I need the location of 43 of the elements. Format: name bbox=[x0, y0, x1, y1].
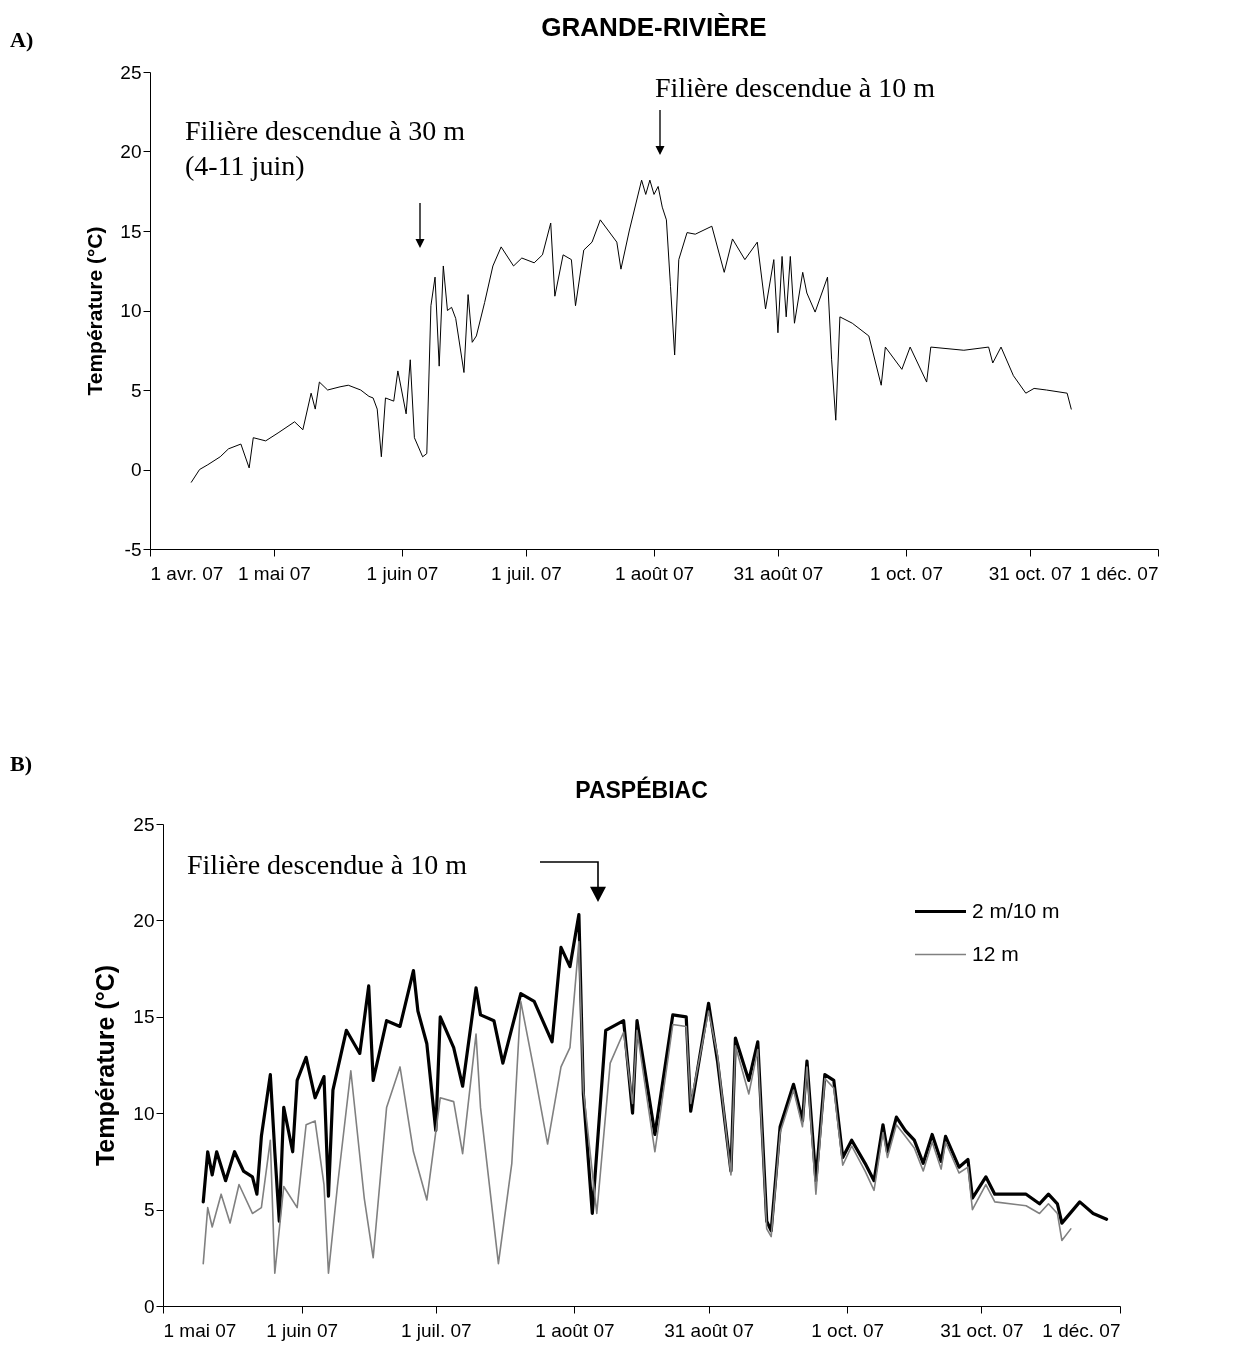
y-tick-label: 5 bbox=[143, 1199, 155, 1221]
x-tick-label: 1 oct. 07 bbox=[811, 1319, 885, 1341]
x-tick-label: 31 oct. 07 bbox=[988, 562, 1073, 584]
y-tick-label: -5 bbox=[124, 538, 142, 560]
x-tick-label: 31 août 07 bbox=[733, 562, 824, 584]
x-tick-label: 31 août 07 bbox=[664, 1319, 754, 1341]
x-tick-label: 1 août 07 bbox=[535, 1319, 615, 1341]
y-tick-label: 0 bbox=[130, 459, 142, 480]
y-tick-label: 25 bbox=[120, 61, 142, 83]
x-tick-label: 1 oct. 07 bbox=[870, 562, 943, 584]
chart-title: PASPÉBIAC bbox=[575, 776, 708, 803]
y-tick-label: 10 bbox=[120, 300, 142, 321]
x-tick-label: 1 juil. 07 bbox=[400, 1319, 472, 1341]
annotation: Filière descendue à 10 m bbox=[655, 72, 936, 103]
x-tick-label: 1 mai 07 bbox=[163, 1319, 237, 1341]
y-tick-label: 25 bbox=[133, 813, 155, 835]
text: A) bbox=[10, 27, 34, 52]
y-tick-label: 20 bbox=[133, 909, 155, 931]
annotation: Filière descendue à 30 m (4-11 juin) bbox=[185, 115, 466, 181]
legend-label: 2 m/10 m bbox=[972, 898, 1060, 922]
y-tick-label: 10 bbox=[133, 1102, 155, 1124]
y-tick-label: 15 bbox=[120, 220, 142, 242]
x-tick-label: 1 juin 07 bbox=[366, 562, 439, 584]
y-tick-label: 15 bbox=[133, 1006, 155, 1028]
annotation: Filière descendue à 10 m bbox=[187, 849, 468, 880]
text: B) bbox=[10, 751, 32, 776]
y-tick-label: 5 bbox=[130, 379, 142, 401]
legend-label: 12 m bbox=[972, 941, 1019, 965]
y-axis-title: Température (°C) bbox=[83, 226, 107, 396]
y-tick-label: 0 bbox=[143, 1295, 155, 1317]
x-tick-label: 1 juin 07 bbox=[266, 1319, 339, 1341]
x-tick-label: 1 déc. 07 bbox=[1080, 562, 1159, 584]
x-tick-label: 1 mai 07 bbox=[238, 562, 311, 584]
x-tick-label: 31 oct. 07 bbox=[940, 1319, 1024, 1341]
y-axis-title: Température (°C) bbox=[91, 964, 120, 1167]
line-series bbox=[202, 940, 1072, 1275]
x-tick-label: 1 déc. 07 bbox=[1042, 1319, 1121, 1341]
y-tick-label: 20 bbox=[120, 141, 142, 162]
chart-title: GRANDE-RIVIÈRE bbox=[541, 12, 767, 42]
x-tick-label: 1 avr. 07 bbox=[150, 562, 224, 584]
x-tick-label: 1 août 07 bbox=[614, 562, 695, 584]
x-tick-label: 1 juil. 07 bbox=[491, 562, 562, 584]
line-series bbox=[190, 179, 1072, 483]
